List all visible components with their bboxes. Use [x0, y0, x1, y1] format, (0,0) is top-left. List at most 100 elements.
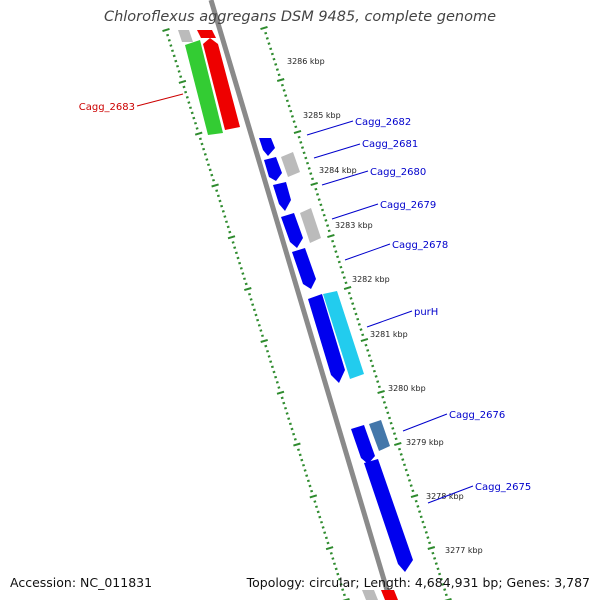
minor-tick [324, 219, 328, 222]
minor-tick [238, 261, 242, 265]
minor-tick [341, 271, 345, 274]
major-tick [244, 287, 252, 292]
minor-tick [233, 246, 237, 249]
kbp-label: 3281 kbp [370, 330, 408, 339]
minor-tick [182, 85, 186, 89]
minor-tick [371, 364, 375, 368]
minor-tick [310, 177, 315, 181]
minor-tick [441, 583, 445, 586]
minor-tick [336, 572, 340, 576]
minor-tick [387, 416, 392, 420]
minor-tick [294, 125, 298, 129]
minor-tick [277, 73, 281, 77]
minor-tick [248, 292, 251, 296]
leader-line-cagg-2681 [313, 143, 361, 159]
minor-tick [334, 567, 338, 571]
minor-tick [231, 241, 235, 244]
gene-shape-cagg-2676b [351, 425, 375, 464]
gene-label-cagg-2675[interactable]: Cagg_2675 [475, 482, 531, 493]
kbp-label: 3280 kbp [388, 384, 426, 393]
minor-tick [401, 458, 405, 461]
minor-tick [416, 505, 420, 508]
minor-tick [257, 324, 261, 327]
gene-label-cagg-2676[interactable]: Cagg_2676 [449, 410, 505, 421]
major-tick [394, 441, 402, 447]
minor-tick [243, 277, 246, 281]
minor-tick [391, 427, 395, 430]
minor-tick [171, 49, 174, 53]
gene-label-cagg-2681[interactable]: Cagg_2681 [362, 139, 418, 150]
minor-tick [377, 385, 381, 389]
leader-line-purH [366, 310, 413, 328]
minor-tick [433, 557, 437, 560]
minor-tick [210, 173, 214, 177]
gene-label-cagg-2680[interactable]: Cagg_2680 [370, 167, 426, 178]
minor-tick [270, 365, 274, 369]
gene-label-cagg-2678[interactable]: Cagg_2678 [392, 240, 448, 251]
minor-tick [305, 161, 310, 165]
minor-tick [287, 417, 291, 420]
minor-tick [259, 329, 263, 332]
gene-label-cagg-2683[interactable]: Cagg_2683 [79, 102, 135, 113]
minor-tick [249, 298, 253, 301]
leader-line-cagg-2682 [306, 120, 354, 136]
major-tick [260, 25, 268, 31]
major-tick [309, 494, 318, 499]
minor-tick [284, 94, 288, 97]
leader-line-cagg-2679 [331, 203, 379, 220]
minor-tick [297, 135, 301, 139]
gene-label-cagg-2682[interactable]: Cagg_2682 [355, 117, 411, 128]
minor-tick [251, 303, 255, 306]
minor-tick [438, 572, 442, 576]
major-tick [325, 546, 334, 551]
minor-tick [272, 370, 276, 374]
minor-tick [333, 562, 336, 566]
minor-tick [287, 104, 291, 108]
leader-line-cagg-2680 [321, 170, 369, 186]
kbp-label: 3279 kbp [406, 438, 444, 447]
minor-tick [293, 438, 297, 441]
minor-tick [290, 427, 294, 431]
minor-tick [236, 256, 240, 260]
major-tick [410, 494, 419, 499]
minor-tick [208, 168, 212, 172]
minor-tick [402, 463, 407, 467]
minor-tick [314, 187, 318, 191]
minor-tick [269, 47, 273, 51]
minor-tick [264, 344, 268, 348]
minor-tick [241, 272, 245, 275]
minor-tick [334, 250, 338, 253]
gene-shape-cagg-2677 [308, 294, 345, 383]
major-tick [260, 338, 268, 343]
gene-shape-purH [323, 291, 364, 379]
minor-tick [389, 421, 393, 425]
minor-tick [285, 412, 289, 415]
minor-tick [228, 230, 232, 234]
minor-tick [189, 106, 192, 110]
minor-tick [194, 121, 197, 125]
minor-tick [326, 541, 330, 545]
minor-tick [234, 251, 238, 255]
major-tick [194, 131, 203, 136]
minor-tick [342, 593, 346, 597]
major-tick [360, 337, 369, 343]
minor-tick [319, 203, 323, 207]
minor-tick [198, 137, 202, 141]
major-tick [276, 390, 285, 395]
gene-label-purH[interactable]: purH [414, 307, 438, 318]
gene-shape-cagg-2680b [273, 182, 291, 211]
major-tick [227, 235, 236, 240]
minor-tick [292, 432, 296, 436]
major-tick [343, 285, 352, 291]
kbp-label: 3285 kbp [303, 111, 341, 120]
minor-tick [200, 142, 204, 146]
minor-tick [324, 536, 328, 540]
gene-label-cagg-2679[interactable]: Cagg_2679 [380, 200, 436, 211]
minor-tick [367, 354, 371, 357]
minor-tick [376, 380, 380, 383]
gene-shape-top-red [197, 30, 216, 38]
minor-tick [310, 489, 314, 493]
kbp-label: 3282 kbp [352, 275, 390, 284]
minor-tick [349, 297, 353, 300]
